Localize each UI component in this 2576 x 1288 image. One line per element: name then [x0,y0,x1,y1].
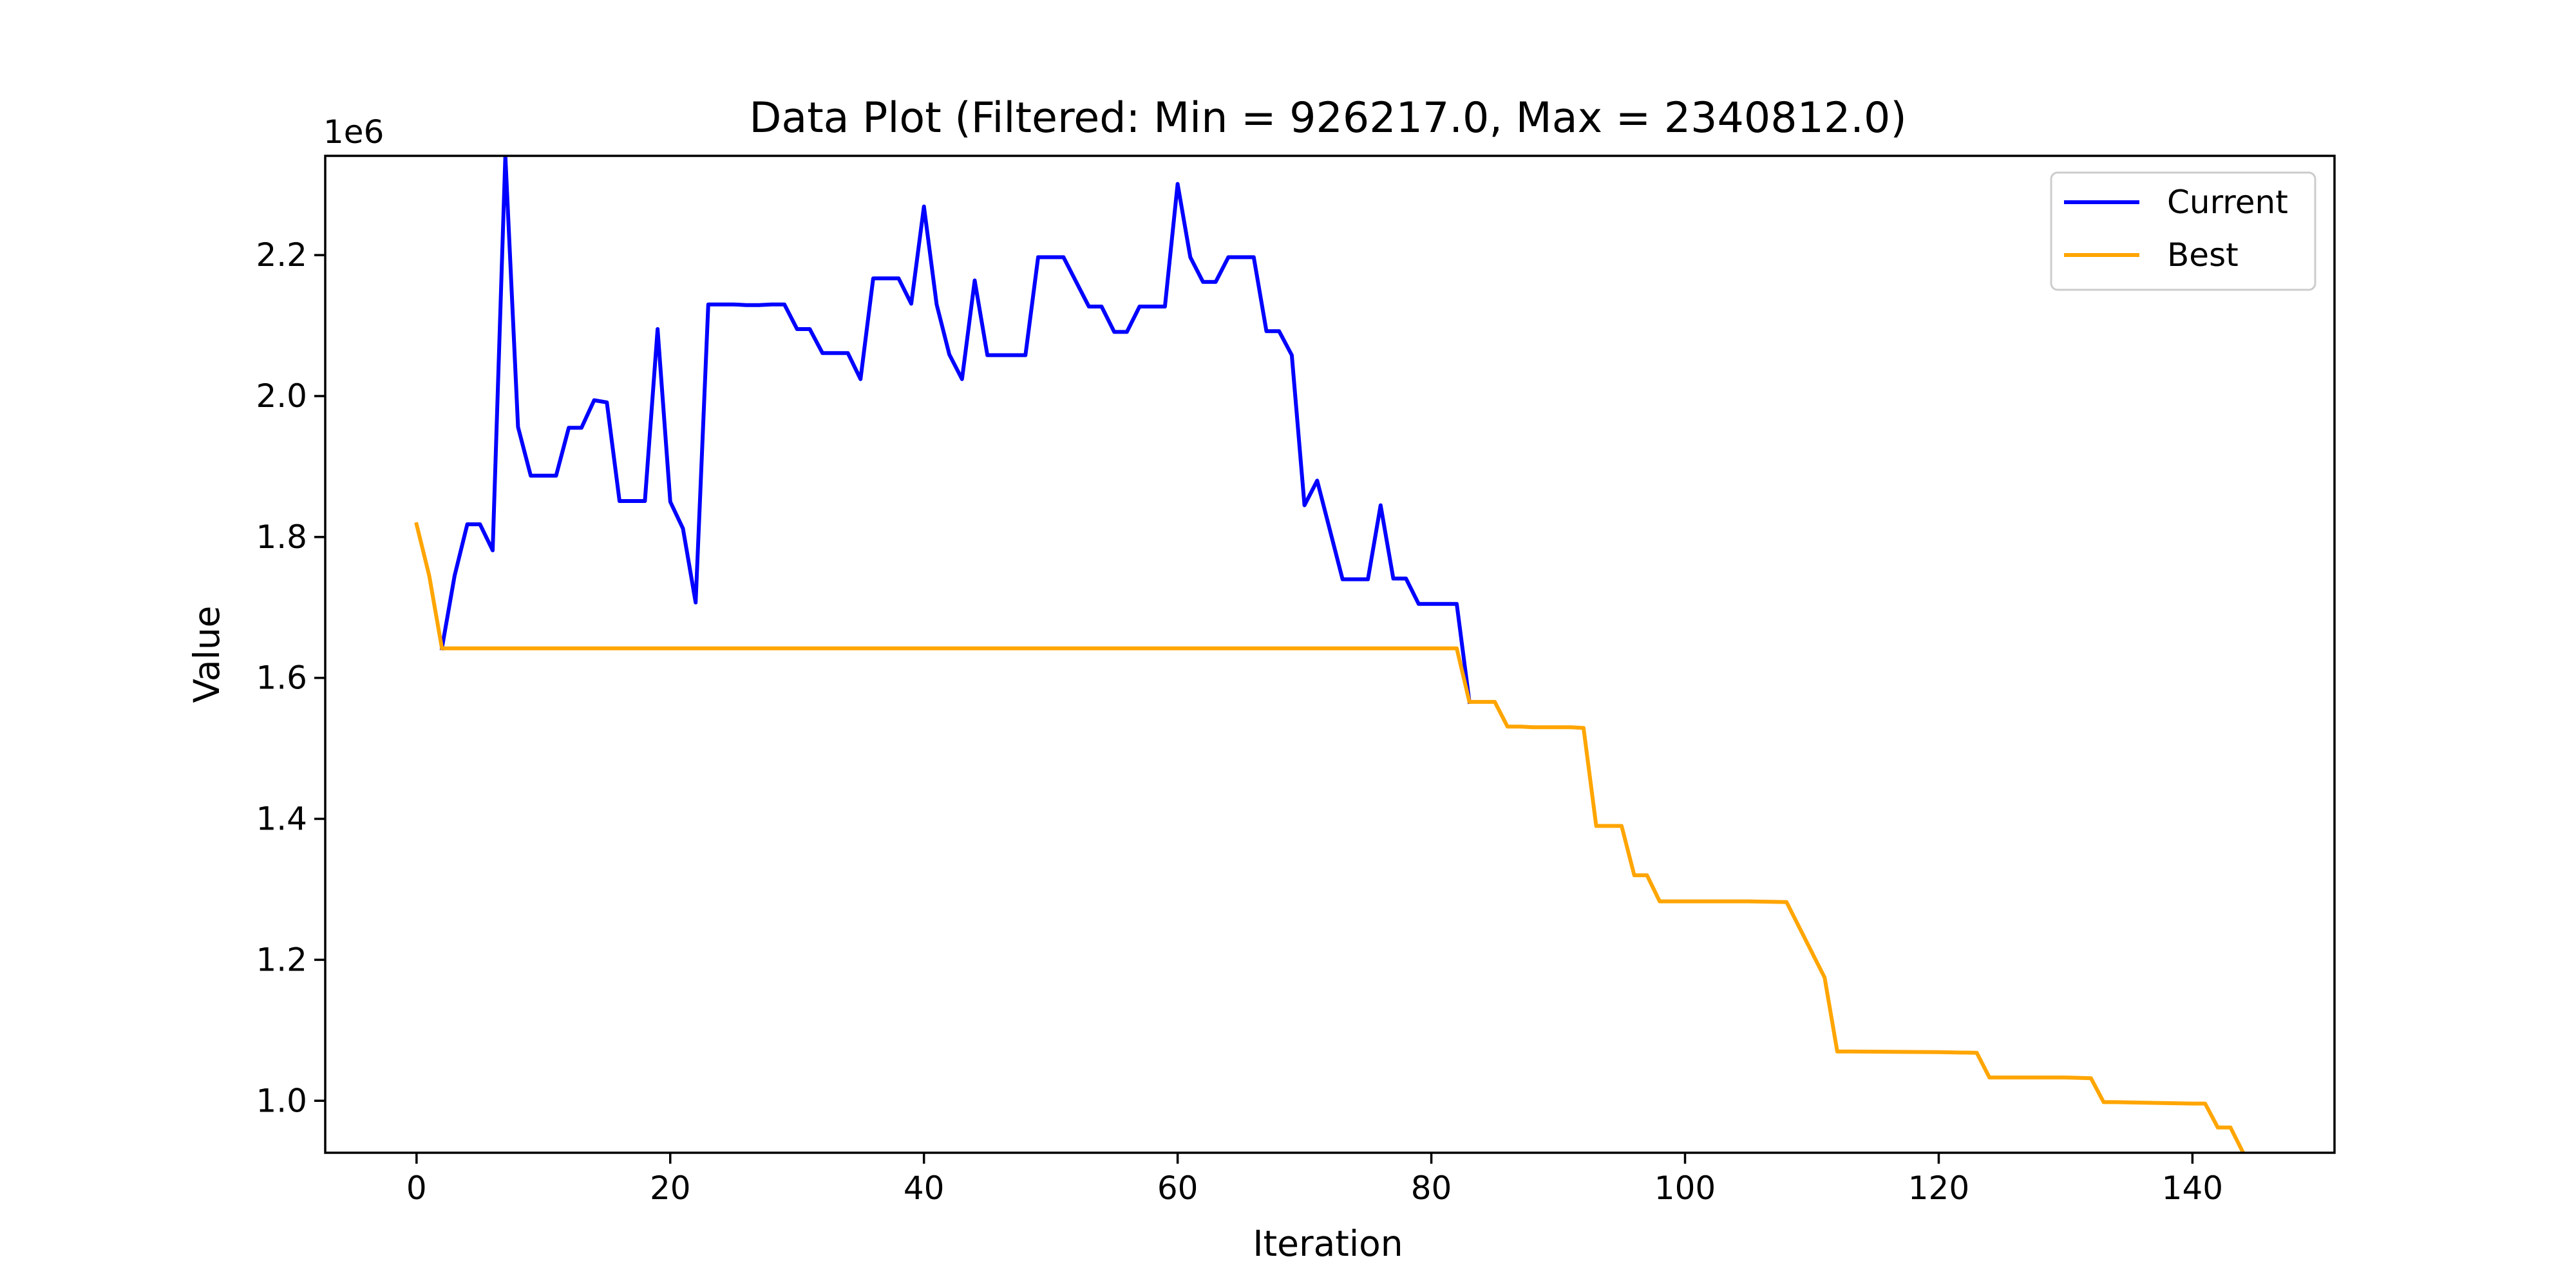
y-tick-label: 2.0 [256,377,307,415]
x-tick-label: 120 [1908,1170,1969,1207]
legend-label-best: Best [2167,236,2239,274]
y-tick-label: 2.2 [256,236,307,274]
chart-title: Data Plot (Filtered: Min = 926217.0, Max… [749,94,1906,142]
y-tick-label: 1.4 [256,800,307,838]
series-layer [414,156,2246,1153]
series-line-best [414,522,2246,1153]
y-axis-label: Value [186,605,227,703]
x-axis-ticks: 0 20 40 60 80 100 120 140 [406,1153,2223,1207]
x-tick-label: 100 [1654,1170,1716,1207]
legend: Current Best [2050,171,2316,291]
y-tick-label: 1.8 [256,518,307,556]
x-tick-label: 0 [406,1170,427,1207]
x-axis-label: Iteration [1253,1223,1403,1264]
series-line-current [439,156,1472,705]
x-tick-label: 40 [904,1170,945,1207]
y-tick-label: 1.2 [256,941,307,978]
x-tick-label: 140 [2162,1170,2223,1207]
y-tick-label: 1.6 [256,659,307,697]
x-tick-label: 80 [1411,1170,1452,1207]
x-tick-label: 20 [650,1170,691,1207]
plot-area-frame [324,155,2336,1154]
y-tick-label: 1.0 [256,1082,307,1119]
legend-label-current: Current [2167,184,2288,221]
y-axis-offset-label: 1e6 [323,113,384,151]
x-tick-label: 60 [1157,1170,1198,1207]
y-axis-ticks: 1.0 1.2 1.4 1.6 1.8 2.0 2.2 [256,236,325,1119]
